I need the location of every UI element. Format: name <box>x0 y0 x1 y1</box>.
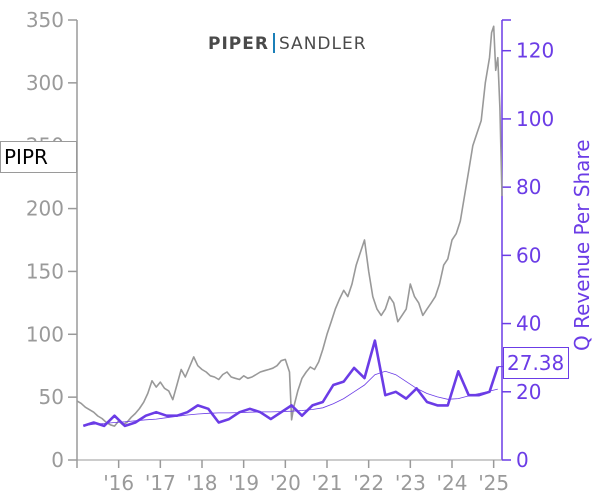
revenue-line <box>82 339 500 428</box>
x-tick-label: '20 <box>270 471 301 495</box>
left-tick-label: 300 <box>26 71 64 95</box>
brand-logo: PIPER SANDLER <box>208 33 367 54</box>
x-tick-label: '25 <box>478 471 509 495</box>
left-axis: 050100150200250300350 <box>26 8 78 472</box>
y2-axis-title: Q Revenue Per Share <box>570 139 594 351</box>
x-tick-label: '17 <box>145 471 176 495</box>
x-tick-label: '18 <box>187 471 218 495</box>
logo-text-sandler: SANDLER <box>278 34 367 54</box>
last-value-label: 27.38 <box>503 347 569 379</box>
x-tick-label: '16 <box>103 471 134 495</box>
right-axis: 0 20 40 60 80 100 120 <box>501 19 554 472</box>
price-line <box>76 25 503 427</box>
right-tick-label: 80 <box>516 175 541 199</box>
revenue-moving-average-line <box>83 370 498 427</box>
ticker-label: PIPR <box>0 141 77 173</box>
x-tick-label: '24 <box>437 471 468 495</box>
series-layer <box>76 25 503 428</box>
x-tick-label: '23 <box>395 471 426 495</box>
x-tick-label: '19 <box>228 471 259 495</box>
left-tick-label: 0 <box>51 448 64 472</box>
logo-text-piper: PIPER <box>208 34 269 54</box>
left-tick-label: 200 <box>26 197 64 221</box>
right-tick-label: 100 <box>516 107 554 131</box>
x-tick-label: '22 <box>353 471 384 495</box>
x-axis: '16 '17 '18 '19 '20 '21 '22 '23 '24 '25 <box>76 459 509 495</box>
logo-divider-icon <box>272 33 275 53</box>
right-tick-label: 40 <box>516 312 541 336</box>
right-tick-label: 0 <box>516 448 529 472</box>
left-tick-label: 50 <box>39 385 64 409</box>
left-tick-label: 100 <box>26 322 64 346</box>
right-tick-label: 120 <box>516 39 554 63</box>
left-tick-label: 150 <box>26 259 64 283</box>
left-tick-label: 350 <box>26 8 64 32</box>
x-tick-label: '21 <box>312 471 343 495</box>
right-tick-label: 20 <box>516 380 541 404</box>
right-tick-label: 60 <box>516 243 541 267</box>
